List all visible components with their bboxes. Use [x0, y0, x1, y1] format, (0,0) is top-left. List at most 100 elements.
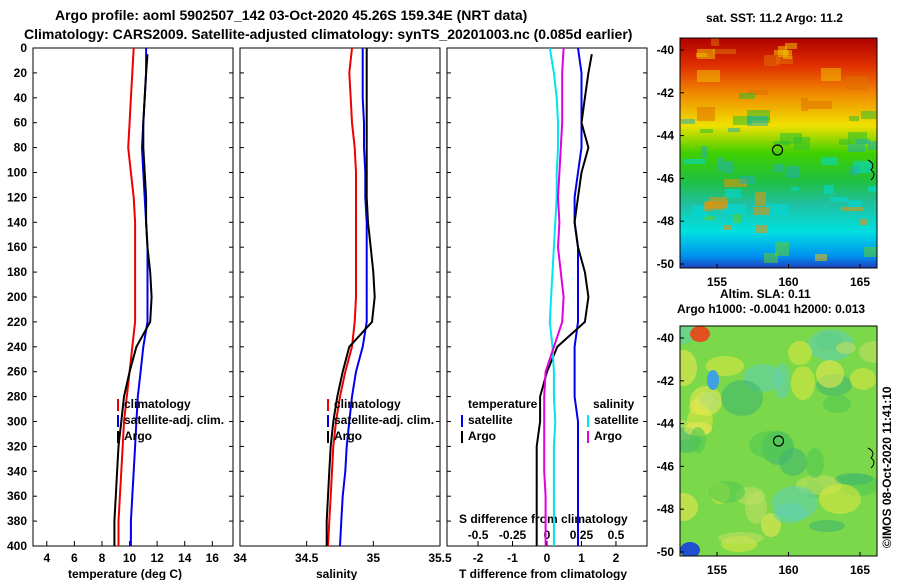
sst-texture-cell [773, 141, 790, 146]
difference-series-salinity-argo [543, 47, 565, 546]
sla-texture-blob [806, 448, 824, 478]
sla-texture-blob [835, 473, 873, 485]
sst-texture-cell [724, 204, 746, 214]
latitude-tick-label: -40 [657, 43, 675, 57]
sst-texture-cell [821, 68, 841, 81]
sst-texture-cell [839, 139, 850, 145]
longitude-tick-label: 160 [778, 275, 798, 289]
depth-tick-label: 300 [7, 415, 27, 429]
sst-texture-cell [801, 98, 808, 111]
sst-texture-cell [748, 90, 768, 95]
latitude-tick-label: -40 [657, 331, 675, 345]
sst-texture-cell [861, 111, 876, 119]
sst-texture-cell [846, 76, 867, 90]
sst-texture-cell [780, 133, 802, 144]
t-difference-tick-label: 0 [544, 551, 551, 565]
sst-texture-cell [776, 56, 793, 64]
sst-texture-cell [815, 254, 827, 261]
sla-low-anomaly [707, 370, 719, 390]
difference-series-temperature-argo [535, 54, 593, 546]
sla-map-axes: -40 -42 -44 -46 -48 -50 155 160 165 [657, 331, 871, 577]
s-difference-tick-label: 0.5 [608, 528, 625, 542]
sst-texture-cell [697, 107, 715, 121]
depth-tick-label: 20 [14, 66, 28, 80]
t-difference-tick-label: 2 [613, 551, 620, 565]
sst-texture-cell [696, 53, 707, 57]
s-difference-axis-label: S difference from climatology [459, 512, 628, 526]
sst-texture-cell [849, 116, 859, 121]
sst-texture-cell [766, 204, 789, 215]
legend-label-t-satellite: satellite [468, 413, 513, 427]
difference-series-temperature-satellite [573, 47, 583, 546]
t-difference-tick-label: 1 [578, 551, 585, 565]
depth-tick-label: 320 [7, 439, 27, 453]
temperature-tick-label: 8 [99, 551, 106, 565]
sla-texture-blob [680, 493, 698, 521]
depth-tick-label: 360 [7, 489, 27, 503]
temperature-tick-label: 12 [150, 551, 164, 565]
sst-texture-cell [783, 50, 792, 59]
sla-texture-blob [680, 350, 697, 386]
sla-texture-blob [809, 520, 845, 532]
legend-label-argo: Argo [334, 429, 362, 443]
sla-texture-blob [816, 360, 844, 388]
legend-label-climatology: climatology [334, 397, 401, 411]
sla-texture-blob [788, 341, 812, 365]
sla-texture-blob [745, 492, 767, 524]
sst-texture-cell [684, 159, 705, 164]
imos-credit: ©IMOS 08-Oct-2020 11:41:10 [880, 386, 894, 548]
sst-texture-cell [868, 141, 877, 150]
depth-tick-label: 180 [7, 265, 27, 279]
figure-title-line1: Argo profile: aoml 5902507_142 03-Oct-20… [55, 7, 527, 23]
sst-texture-cell [739, 176, 756, 184]
temperature-tick-label: 6 [71, 551, 78, 565]
temperature-tick-label: 10 [123, 551, 137, 565]
sst-texture-cell [747, 116, 768, 126]
depth-tick-label: 400 [7, 539, 27, 553]
t-difference-tick-label: -2 [473, 551, 484, 565]
sst-texture-cell [856, 139, 870, 144]
sst-texture-cell [711, 38, 719, 46]
salinity-series-argo [325, 48, 376, 546]
depth-axis: 0 20 40 60 80 100 120 140 160 180 200 220 240 260 280 3… [7, 41, 647, 553]
legend-label-argo: Argo [124, 429, 152, 443]
depth-tick-label: 240 [7, 340, 27, 354]
sst-texture-cell [848, 200, 861, 209]
legend-heading-salinity: salinity [593, 397, 635, 411]
salinity-series-satellite-adj-clim- [339, 48, 368, 547]
sst-texture-cell [713, 49, 736, 54]
sst-texture-cell [841, 207, 863, 211]
sst-texture-cell [821, 157, 838, 165]
sla-texture-blob [836, 342, 856, 354]
sst-texture-cell [704, 216, 715, 220]
latitude-tick-label: -50 [657, 545, 675, 559]
sst-texture-cell [734, 214, 741, 223]
sst-texture-cell [725, 189, 741, 198]
sst-texture-cell [868, 186, 877, 192]
depth-tick-label: 140 [7, 215, 27, 229]
sst-texture-cell [778, 46, 787, 57]
sst-texture-cell [724, 225, 731, 230]
sst-texture-cell [808, 101, 832, 109]
sst-texture-cell [724, 179, 747, 187]
s-difference-tick-label: -0.25 [499, 528, 527, 542]
sst-texture-cell [860, 219, 868, 225]
sst-texture-cell [850, 166, 859, 175]
depth-tick-label: 280 [7, 390, 27, 404]
sst-texture-cell [791, 187, 799, 191]
coastline [867, 447, 875, 469]
sst-texture-cell [773, 164, 783, 172]
sla-map-title2: Argo h1000: -0.0041 h2000: 0.013 [677, 302, 865, 316]
sst-texture-cell [701, 146, 707, 158]
difference-legend-salinity: salinity satellite Argo [587, 397, 639, 443]
salinity-panel-frame [239, 47, 441, 547]
sst-texture-cell [754, 207, 769, 215]
salinity-legend: climatology satellite-adj. clim. Argo [327, 397, 434, 443]
sst-texture-cell [718, 157, 724, 171]
sst-texture-cell [830, 197, 847, 202]
depth-tick-label: 200 [7, 290, 27, 304]
latitude-tick-label: -50 [657, 257, 675, 271]
sla-texture-blob [709, 481, 745, 503]
temperature-tick-label: 16 [206, 551, 220, 565]
salinity-tick-label: 34 [233, 551, 247, 565]
